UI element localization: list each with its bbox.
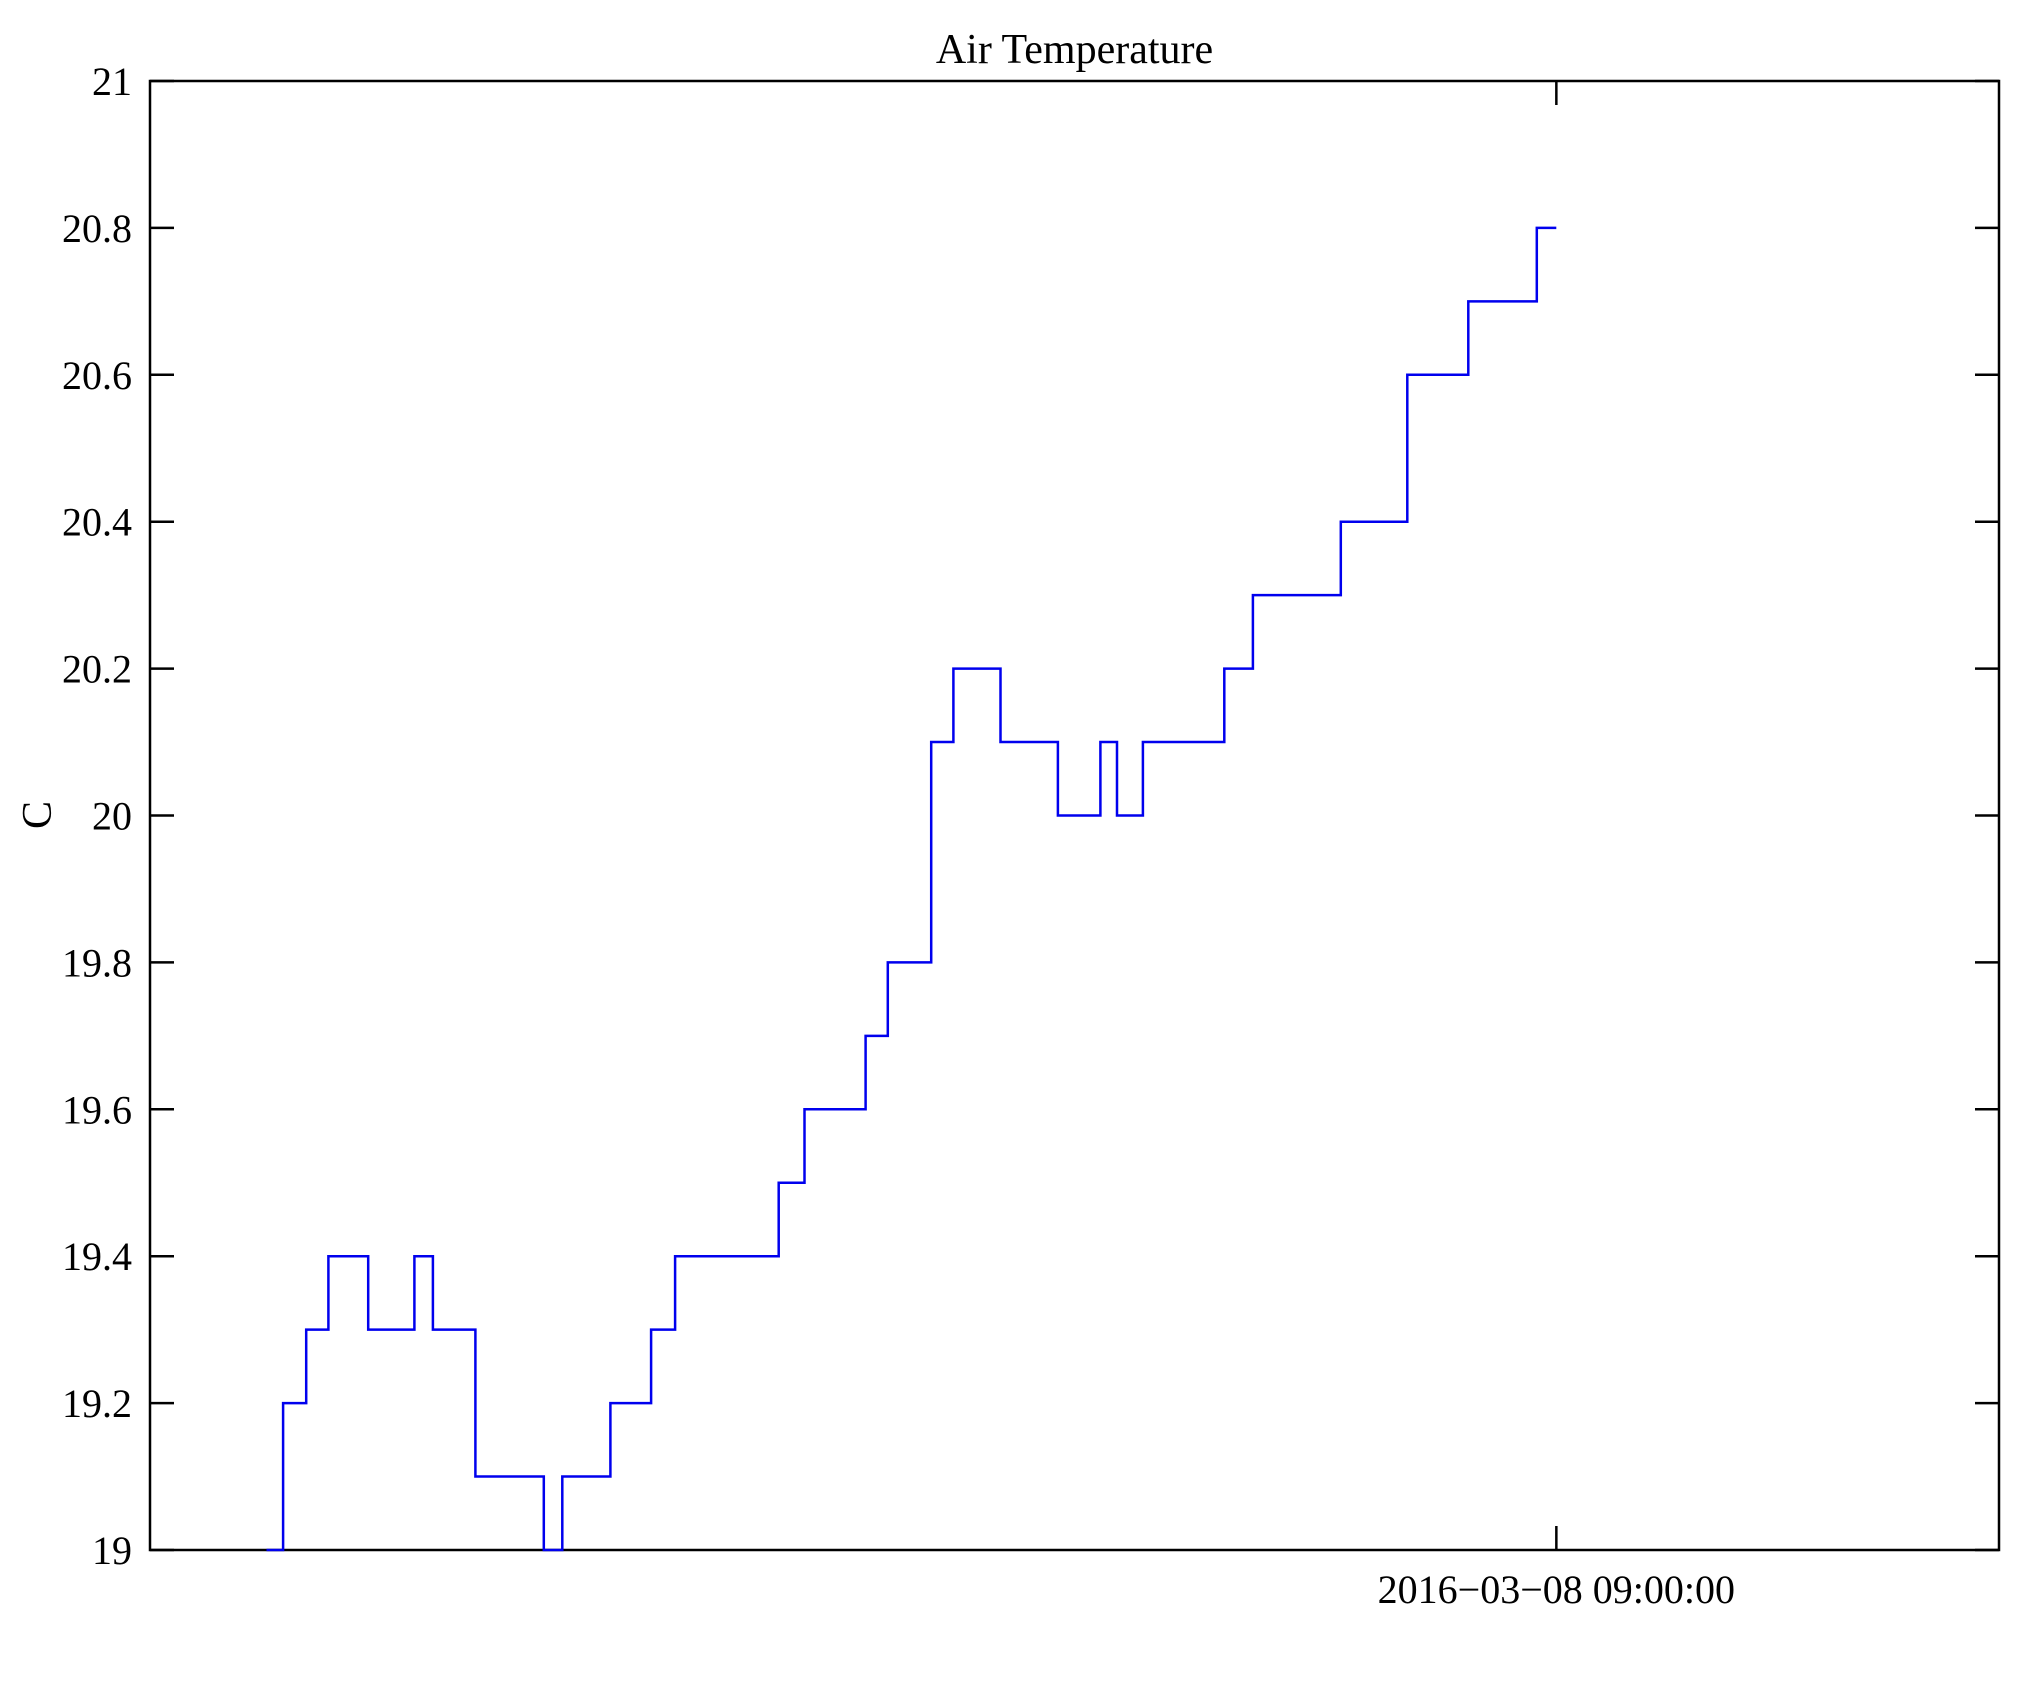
y-tick-label: 20.4 [62,500,132,545]
temperature-line [266,226,1557,1552]
y-tick-label: 20.2 [62,647,132,692]
x-tick-label: 2016−03−08 09:00:00 [1377,1567,1736,1612]
y-tick-label: 21 [92,59,132,104]
y-tick-label: 20.8 [62,206,132,251]
y-tick-label: 19.2 [62,1381,132,1426]
y-tick-label: 19 [92,1528,132,1573]
y-tick-label: 19.8 [62,940,132,985]
y-tick-label: 19.4 [62,1234,132,1279]
y-tick-label: 20 [92,794,132,839]
chart-title: Air Temperature [935,27,1214,73]
y-tick-label: 20.6 [62,353,132,398]
y-tick-label: 19.6 [62,1087,132,1132]
